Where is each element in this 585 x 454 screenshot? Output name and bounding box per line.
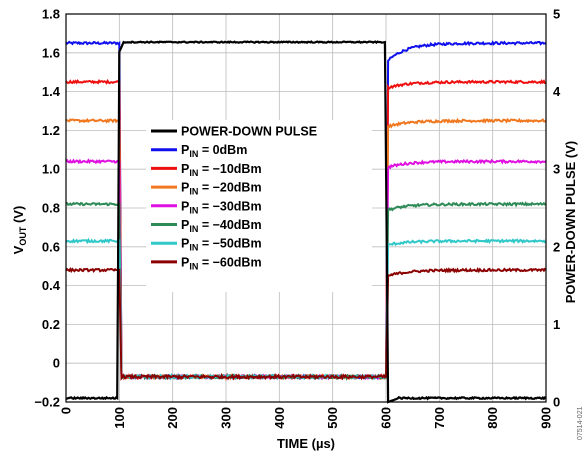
y-axis-title-unit: (V) (11, 206, 26, 227)
legend-label: POWER-DOWN PULSE (181, 125, 317, 139)
y-tick-label: 1.0 (42, 162, 60, 177)
x-tick-label: 800 (485, 407, 500, 429)
legend-label-rest: = −20dBm (198, 181, 261, 195)
legend-box (146, 120, 372, 292)
legend-label-main: P (181, 143, 189, 157)
legend-label-main: P (181, 218, 189, 232)
x-tick-label: 500 (325, 407, 340, 429)
y-tick-label: 1.4 (42, 84, 61, 99)
y2-tick-labels: 0 1 2 3 4 5 (553, 7, 561, 410)
legend-label: PIN = −10dBm (181, 162, 262, 178)
legend-label: PIN = −50dBm (181, 237, 262, 253)
legend-label: PIN = −40dBm (181, 218, 262, 234)
y2-axis-title: POWER-DOWN PULSE (V) (563, 141, 578, 304)
x-tick-label: 700 (432, 407, 447, 429)
x-tick-label: 200 (165, 407, 180, 429)
legend-label-sub: IN (189, 187, 198, 197)
legend-label-sub: IN (189, 261, 198, 271)
legend-label-rest: = −60dBm (198, 255, 261, 269)
figure-code: 07514-021 (577, 406, 584, 440)
y-tick-label: 0 (53, 356, 60, 371)
legend-label-sub: IN (189, 205, 198, 215)
x-tick-labels: 0 100 200 300 400 500 600 700 800 900 (59, 407, 554, 429)
legend-label: PIN = −30dBm (181, 199, 262, 215)
y2-tick-label: 2 (553, 239, 560, 254)
y-tick-label: 0.8 (42, 201, 60, 216)
y2-tick-label: 4 (553, 84, 561, 99)
y-axis-title-sub: OUT (18, 226, 28, 246)
legend-label-sub: IN (189, 243, 198, 253)
legend-label: PIN = 0dBm (181, 143, 247, 159)
legend-label-sub: IN (189, 168, 198, 178)
legend-label-rest: = 0dBm (198, 143, 247, 157)
y-tick-label: 0.6 (42, 239, 60, 254)
x-tick-label: 600 (379, 407, 394, 429)
series-layer (65, 40, 547, 404)
y-tick-label: 0.2 (42, 317, 60, 332)
legend-label: PIN = −60dBm (181, 255, 262, 271)
legend-label-rest: = −50dBm (198, 237, 261, 251)
x-axis-title: TIME (µs) (277, 436, 335, 451)
y-axis-title: VOUT (V) (11, 206, 28, 255)
y-tick-label: −0.2 (34, 395, 60, 410)
y-tick-label: 1.6 (42, 45, 60, 60)
legend-label-main: P (181, 237, 189, 251)
x-tick-label: 400 (272, 407, 287, 429)
pulse-line (65, 40, 547, 404)
legend-label-main: P (181, 199, 189, 213)
y2-tick-label: 3 (553, 162, 560, 177)
series-line (65, 266, 547, 381)
legend-label-rest: = −40dBm (198, 218, 261, 232)
legend-label-main: P (181, 181, 189, 195)
y2-tick-label: 1 (553, 317, 560, 332)
legend-label-sub: IN (189, 149, 198, 159)
y-tick-label: 1.8 (42, 7, 60, 22)
y-tick-label: 0.4 (42, 278, 61, 293)
plot-frame (65, 13, 547, 403)
y-tick-label: 1.2 (42, 123, 60, 138)
x-tick-label: 900 (539, 407, 554, 429)
legend-label-rest: = −30dBm (198, 199, 261, 213)
x-tick-label: 300 (219, 407, 234, 429)
x-tick-label: 0 (59, 407, 74, 414)
y2-tick-label: 5 (553, 7, 560, 22)
y-axis-title-main: V (11, 245, 26, 254)
y-tick-labels: −0.2 0 0.2 0.4 0.6 0.8 1.0 1.2 1.4 1.6 1.8 (34, 7, 60, 410)
y2-tick-label: 0 (553, 395, 560, 410)
x-tick-label: 100 (112, 407, 127, 429)
legend-label-rest: = −10dBm (198, 162, 261, 176)
legend-label-sub: IN (189, 224, 198, 234)
legend-label-main: P (181, 162, 189, 176)
legend-label: PIN = −20dBm (181, 181, 262, 197)
legend-label-main: P (181, 255, 189, 269)
